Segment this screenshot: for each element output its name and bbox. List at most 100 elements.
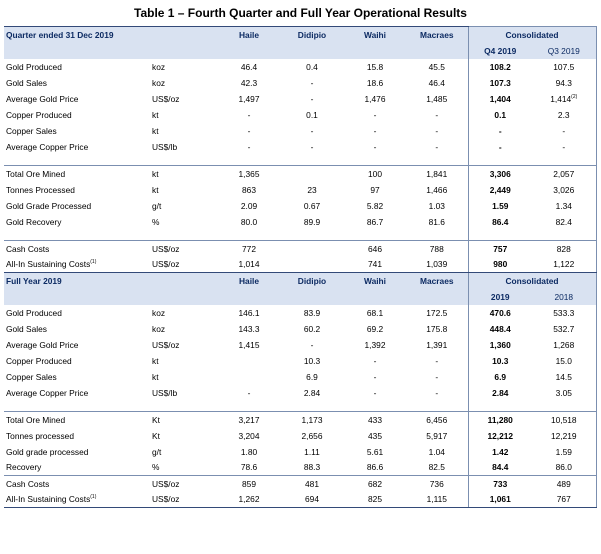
consolidated-current: 11,280	[467, 411, 532, 428]
metric-unit: US$/lb	[152, 387, 178, 398]
spacer-cell	[4, 230, 150, 241]
metric-unit: %	[152, 216, 160, 227]
site-value: 10.3	[303, 355, 321, 366]
consolidated-previous: 12,219	[532, 427, 597, 444]
consolidated-current: 1,061	[467, 491, 532, 508]
period-previous: Q3 2019	[532, 42, 597, 59]
table-row: Gold Produced koz 146.1 83.9 68.1 172.5 470.6 5…	[4, 304, 597, 321]
site-value: 143.3	[238, 323, 260, 334]
metric-label: Gold grade processed	[6, 446, 89, 457]
header-blank	[4, 42, 150, 59]
header-blank	[280, 42, 344, 59]
table-row: Total Ore Mined Kt 3,217 1,173 433 6,456 11,28…	[4, 411, 597, 428]
consolidated-current: 1,360	[467, 336, 532, 353]
section-header-row: Full Year 2019 Haile Didipio Waihi Macraes Co…	[4, 272, 597, 289]
consolidated-current: 108.2	[467, 58, 532, 75]
consolidated-current: 3,306	[467, 165, 532, 182]
metric-label: Gold Produced	[6, 61, 62, 72]
metric-label: Average Copper Price	[6, 387, 89, 398]
site-header: Macraes	[406, 272, 468, 289]
site-value: 1.11	[304, 446, 320, 457]
spacer-row	[4, 229, 597, 241]
metric-unit: US$/oz	[150, 475, 218, 492]
spacer-cell	[467, 229, 532, 241]
spacer-cell	[532, 154, 597, 166]
site-value: -	[435, 109, 439, 120]
site-value	[218, 369, 280, 385]
metric-label: Average Gold Price	[6, 93, 79, 104]
site-value: 0.4	[306, 61, 318, 72]
site-value: 1,039	[406, 256, 468, 273]
site-value: 736	[406, 475, 468, 492]
site-value: 46.4	[240, 61, 258, 72]
consolidated-previous: 1,122	[532, 256, 597, 273]
spacer-cell	[532, 229, 597, 241]
consolidated-previous: 1.34	[532, 197, 597, 214]
site-header: Waihi	[344, 272, 406, 289]
site-value: 80.0	[240, 216, 258, 227]
metric-unit: koz	[152, 323, 166, 334]
site-value: -	[435, 125, 439, 136]
metric-unit: US$/lb	[152, 141, 178, 152]
metric-label: All-In Sustaining Costs(1)	[4, 256, 150, 273]
consolidated-previous: -	[532, 138, 597, 155]
site-value: 825	[344, 491, 406, 508]
header-blank	[406, 42, 468, 59]
consolidated-previous: -	[532, 122, 597, 139]
metric-label: Copper Sales	[6, 371, 57, 382]
site-header: Haile	[218, 272, 280, 289]
metric-unit: kt	[152, 355, 159, 366]
operational-results-table: Quarter ended 31 Dec 2019 Haile Didipio Wai…	[4, 26, 597, 508]
site-value: 1,415	[238, 339, 260, 350]
site-value: 68.1	[366, 307, 384, 318]
header-blank	[280, 288, 344, 305]
metric-label: Cash Costs	[4, 240, 150, 257]
consolidated-current: 980	[467, 256, 532, 273]
consolidated-current: 0.1	[467, 106, 532, 123]
site-value: -	[435, 371, 439, 382]
site-value: 694	[280, 491, 344, 508]
site-value	[280, 240, 344, 257]
header-blank	[344, 42, 406, 59]
site-value: 1,173	[280, 411, 344, 428]
header-blank	[4, 288, 150, 305]
metric-unit: kt	[152, 109, 159, 120]
consolidated-current: -	[467, 138, 532, 155]
table-row: Tonnes processed Kt 3,204 2,656 435 5,917 12,2…	[4, 427, 597, 444]
consolidated-current: 6.9	[467, 368, 532, 385]
site-value: 15.8	[366, 61, 384, 72]
metric-label: Tonnes Processed	[6, 184, 75, 195]
metric-unit: kt	[150, 165, 218, 182]
site-value: 81.6	[428, 216, 445, 227]
footnote-marker: (2)	[571, 93, 578, 100]
consolidated-current: 84.4	[467, 459, 532, 476]
consolidated-previous: 489	[532, 475, 597, 492]
site-value: 1,115	[406, 491, 468, 508]
consolidated-current: 2,449	[467, 181, 532, 198]
table-row: Average Copper Price US$/lb -2.84- -2.84 3.0…	[4, 384, 597, 401]
site-value: 175.8	[426, 323, 448, 334]
table-row: Copper Produced kt -0.1- -0.1 2.3	[4, 106, 597, 123]
section-heading: Quarter ended 31 Dec 2019	[4, 26, 150, 43]
site-value: 78.6	[240, 462, 258, 473]
consolidated-previous: 532.7	[532, 320, 597, 337]
footnote-marker: (1)	[90, 494, 97, 501]
consolidated-previous: 828	[532, 240, 597, 257]
site-value: -	[373, 141, 377, 152]
site-value: 863	[242, 184, 256, 195]
metric-label: Tonnes processed	[6, 430, 74, 441]
table-row: Gold Produced koz 46.4 0.4 15.8 45.5 108.2 107.…	[4, 58, 597, 75]
site-value: -	[373, 109, 377, 120]
site-value: -	[373, 125, 377, 136]
site-value: 172.5	[426, 307, 448, 318]
spacer-cell	[218, 230, 280, 241]
site-value: 6,456	[406, 411, 468, 428]
table-row: Copper Produced kt 10.3- -10.3 15.0	[4, 352, 597, 369]
site-value	[280, 256, 344, 273]
metric-label: Gold Recovery	[6, 216, 62, 227]
consolidated-current: 1.59	[467, 197, 532, 214]
metric-label: Copper Produced	[6, 109, 72, 120]
site-header: Waihi	[344, 26, 406, 43]
site-value: 481	[280, 475, 344, 492]
metric-unit: Kt	[150, 411, 218, 428]
